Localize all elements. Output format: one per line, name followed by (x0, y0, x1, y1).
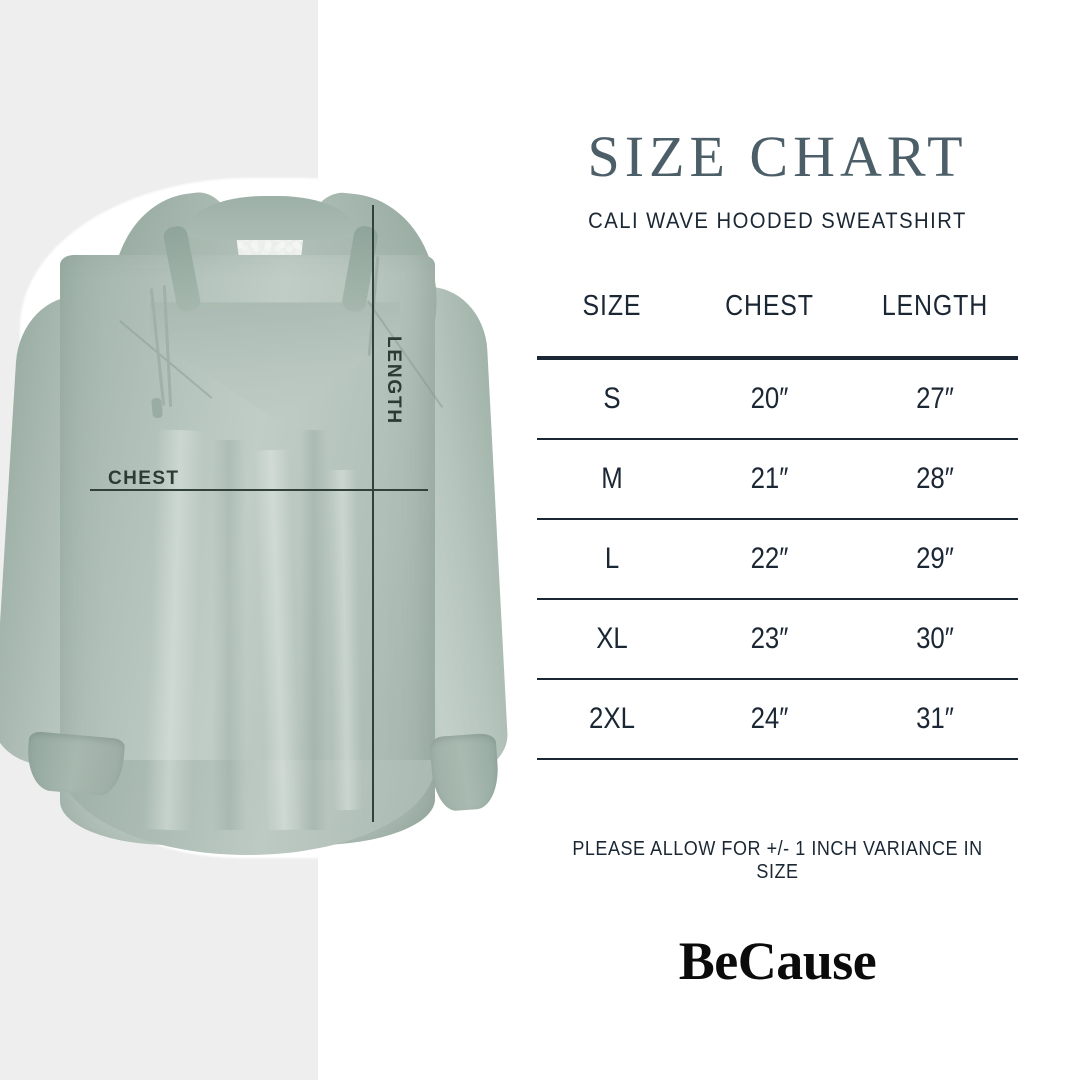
left-cuff (24, 730, 126, 798)
table-row: XL 23″ 30″ (537, 600, 1018, 678)
table-row-divider (537, 678, 1018, 680)
table-row: S 20″ 27″ (537, 360, 1018, 438)
cell-size: L (604, 542, 620, 575)
hood-seam (186, 196, 356, 240)
fabric-shadow (212, 440, 246, 830)
table-row-divider (537, 438, 1018, 440)
cell-length: 31″ (916, 702, 954, 735)
hooded-sweatshirt-graphic (0, 188, 510, 855)
table-header-divider (537, 356, 1018, 360)
table-row-divider (537, 518, 1018, 520)
length-measurement-line (372, 205, 374, 822)
table-row-divider (537, 598, 1018, 600)
table-header-row: SIZE CHEST LENGTH (537, 290, 1018, 356)
column-header-length: LENGTH (881, 290, 989, 322)
column-header-size: SIZE (582, 290, 642, 322)
cell-size: 2XL (589, 702, 635, 735)
fabric-shadow (300, 430, 328, 830)
table-row: L 22″ 29″ (537, 520, 1018, 598)
chest-label: CHEST (108, 468, 180, 489)
table-bottom-divider (537, 758, 1018, 760)
fabric-fold (327, 469, 363, 811)
cell-length: 29″ (916, 542, 954, 575)
page-title: SIZE CHART (587, 124, 968, 189)
chest-measurement-line (90, 489, 428, 491)
product-image: CHEST LENGTH (0, 188, 510, 855)
cell-chest: 21″ (750, 462, 789, 495)
table-row: M 21″ 28″ (537, 440, 1018, 518)
length-label: LENGTH (383, 336, 404, 425)
cell-length: 28″ (916, 462, 954, 495)
cell-chest: 20″ (750, 382, 789, 415)
drawstring-aglet (150, 397, 164, 419)
size-table: SIZE CHEST LENGTH S 20″ 27″ M 21″ 28″ L … (537, 290, 1018, 760)
variance-note: PLEASE ALLOW FOR +/- 1 INCH VARIANCE IN … (572, 838, 983, 883)
page-subtitle: CALI WAVE HOODED SWEATSHIRT (588, 208, 967, 233)
cell-length: 27″ (916, 382, 954, 415)
cell-size: S (603, 382, 621, 415)
cell-length: 30″ (916, 622, 954, 655)
right-cuff (429, 732, 501, 813)
brand-logo: BeCause (678, 931, 877, 991)
cell-size: XL (596, 622, 628, 655)
cell-chest: 23″ (750, 622, 789, 655)
cell-chest: 22″ (750, 542, 789, 575)
table-row: 2XL 24″ 31″ (537, 680, 1018, 758)
chart-content: SIZE CHART CALI WAVE HOODED SWEATSHIRT S… (537, 0, 1080, 1080)
cell-chest: 24″ (750, 702, 789, 735)
cell-size: M (601, 462, 623, 495)
column-header-chest: CHEST (725, 290, 814, 322)
